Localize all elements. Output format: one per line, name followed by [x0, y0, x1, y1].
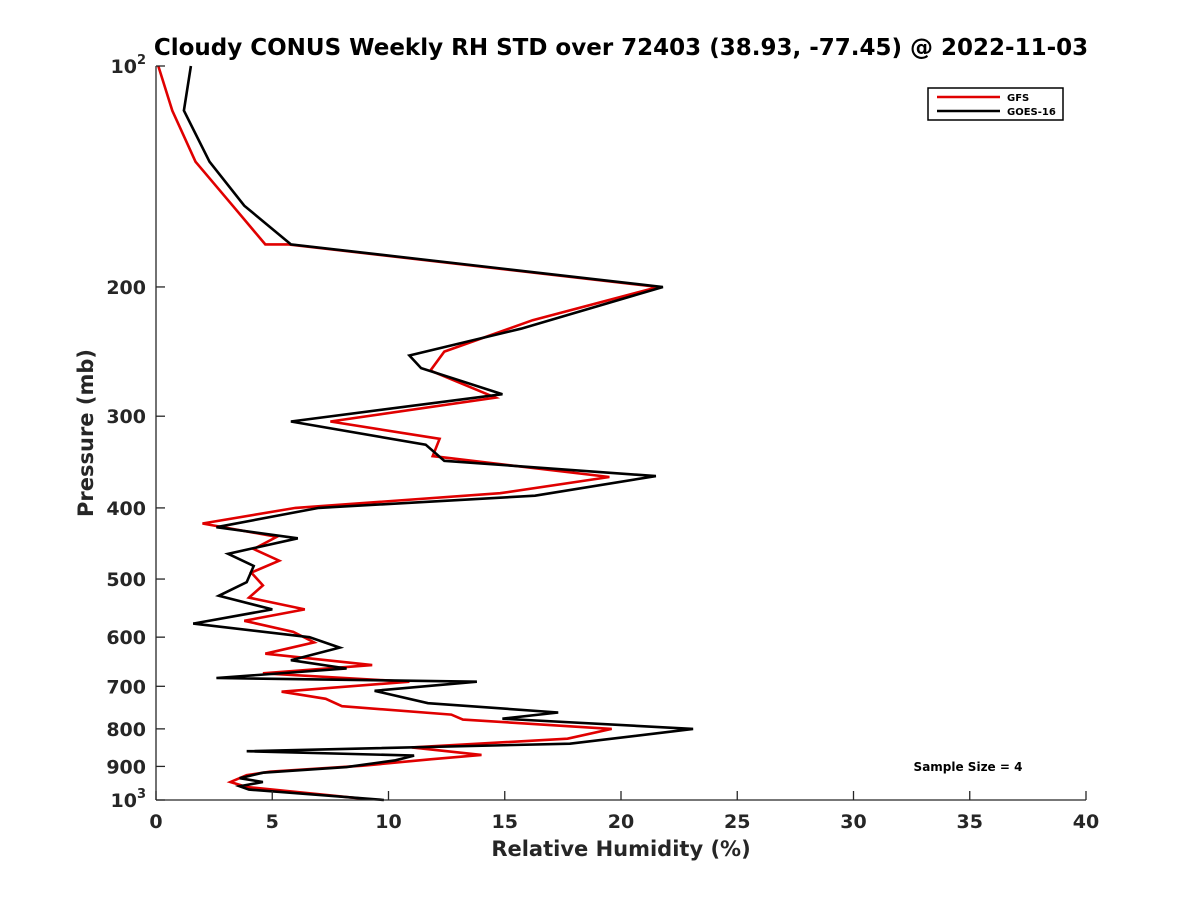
y-axis-label: Pressure (mb) [74, 349, 98, 517]
x-tick-label: 15 [492, 811, 518, 833]
x-tick-label: 25 [724, 811, 750, 833]
y-tick-label: 103 [111, 787, 147, 812]
y-tick-label: 900 [106, 756, 146, 778]
x-ticks: 0 5 10 15 20 25 30 35 40 [149, 791, 1099, 833]
y-tick-label: 400 [106, 498, 146, 520]
chart-title: Cloudy CONUS Weekly RH STD over 72403 (3… [154, 35, 1088, 61]
legend-box [927, 87, 1064, 121]
y-ticks: 102 200 300 400 500 600 700 800 900 103 [106, 53, 165, 812]
legend-label-gfs: GFS [1007, 93, 1029, 104]
y-tick-label: 600 [106, 627, 146, 649]
y-tick-label: 200 [106, 277, 146, 299]
y-tick-label: 300 [106, 406, 146, 428]
x-tick-label: 35 [957, 811, 983, 833]
series-line-gfs [157, 65, 659, 800]
x-tick-label: 5 [266, 811, 279, 833]
legend: GFS GOES-16 [927, 87, 1064, 121]
series-line-goes-16 [182, 65, 694, 802]
x-tick-label: 20 [608, 811, 634, 833]
sample-size-annotation: Sample Size = 4 [914, 760, 1023, 774]
x-tick-label: 10 [375, 811, 401, 833]
x-tick-label: 0 [149, 811, 162, 833]
y-tick-label: 500 [106, 569, 146, 591]
y-tick-label: 800 [106, 719, 146, 741]
x-axis-label: Relative Humidity (%) [491, 837, 750, 861]
y-tick-label: 102 [111, 53, 147, 78]
y-tick-label: 700 [106, 676, 146, 698]
plot-series [157, 65, 694, 802]
legend-label-goes16: GOES-16 [1007, 107, 1056, 118]
x-tick-label: 40 [1073, 811, 1099, 833]
x-tick-label: 30 [840, 811, 866, 833]
